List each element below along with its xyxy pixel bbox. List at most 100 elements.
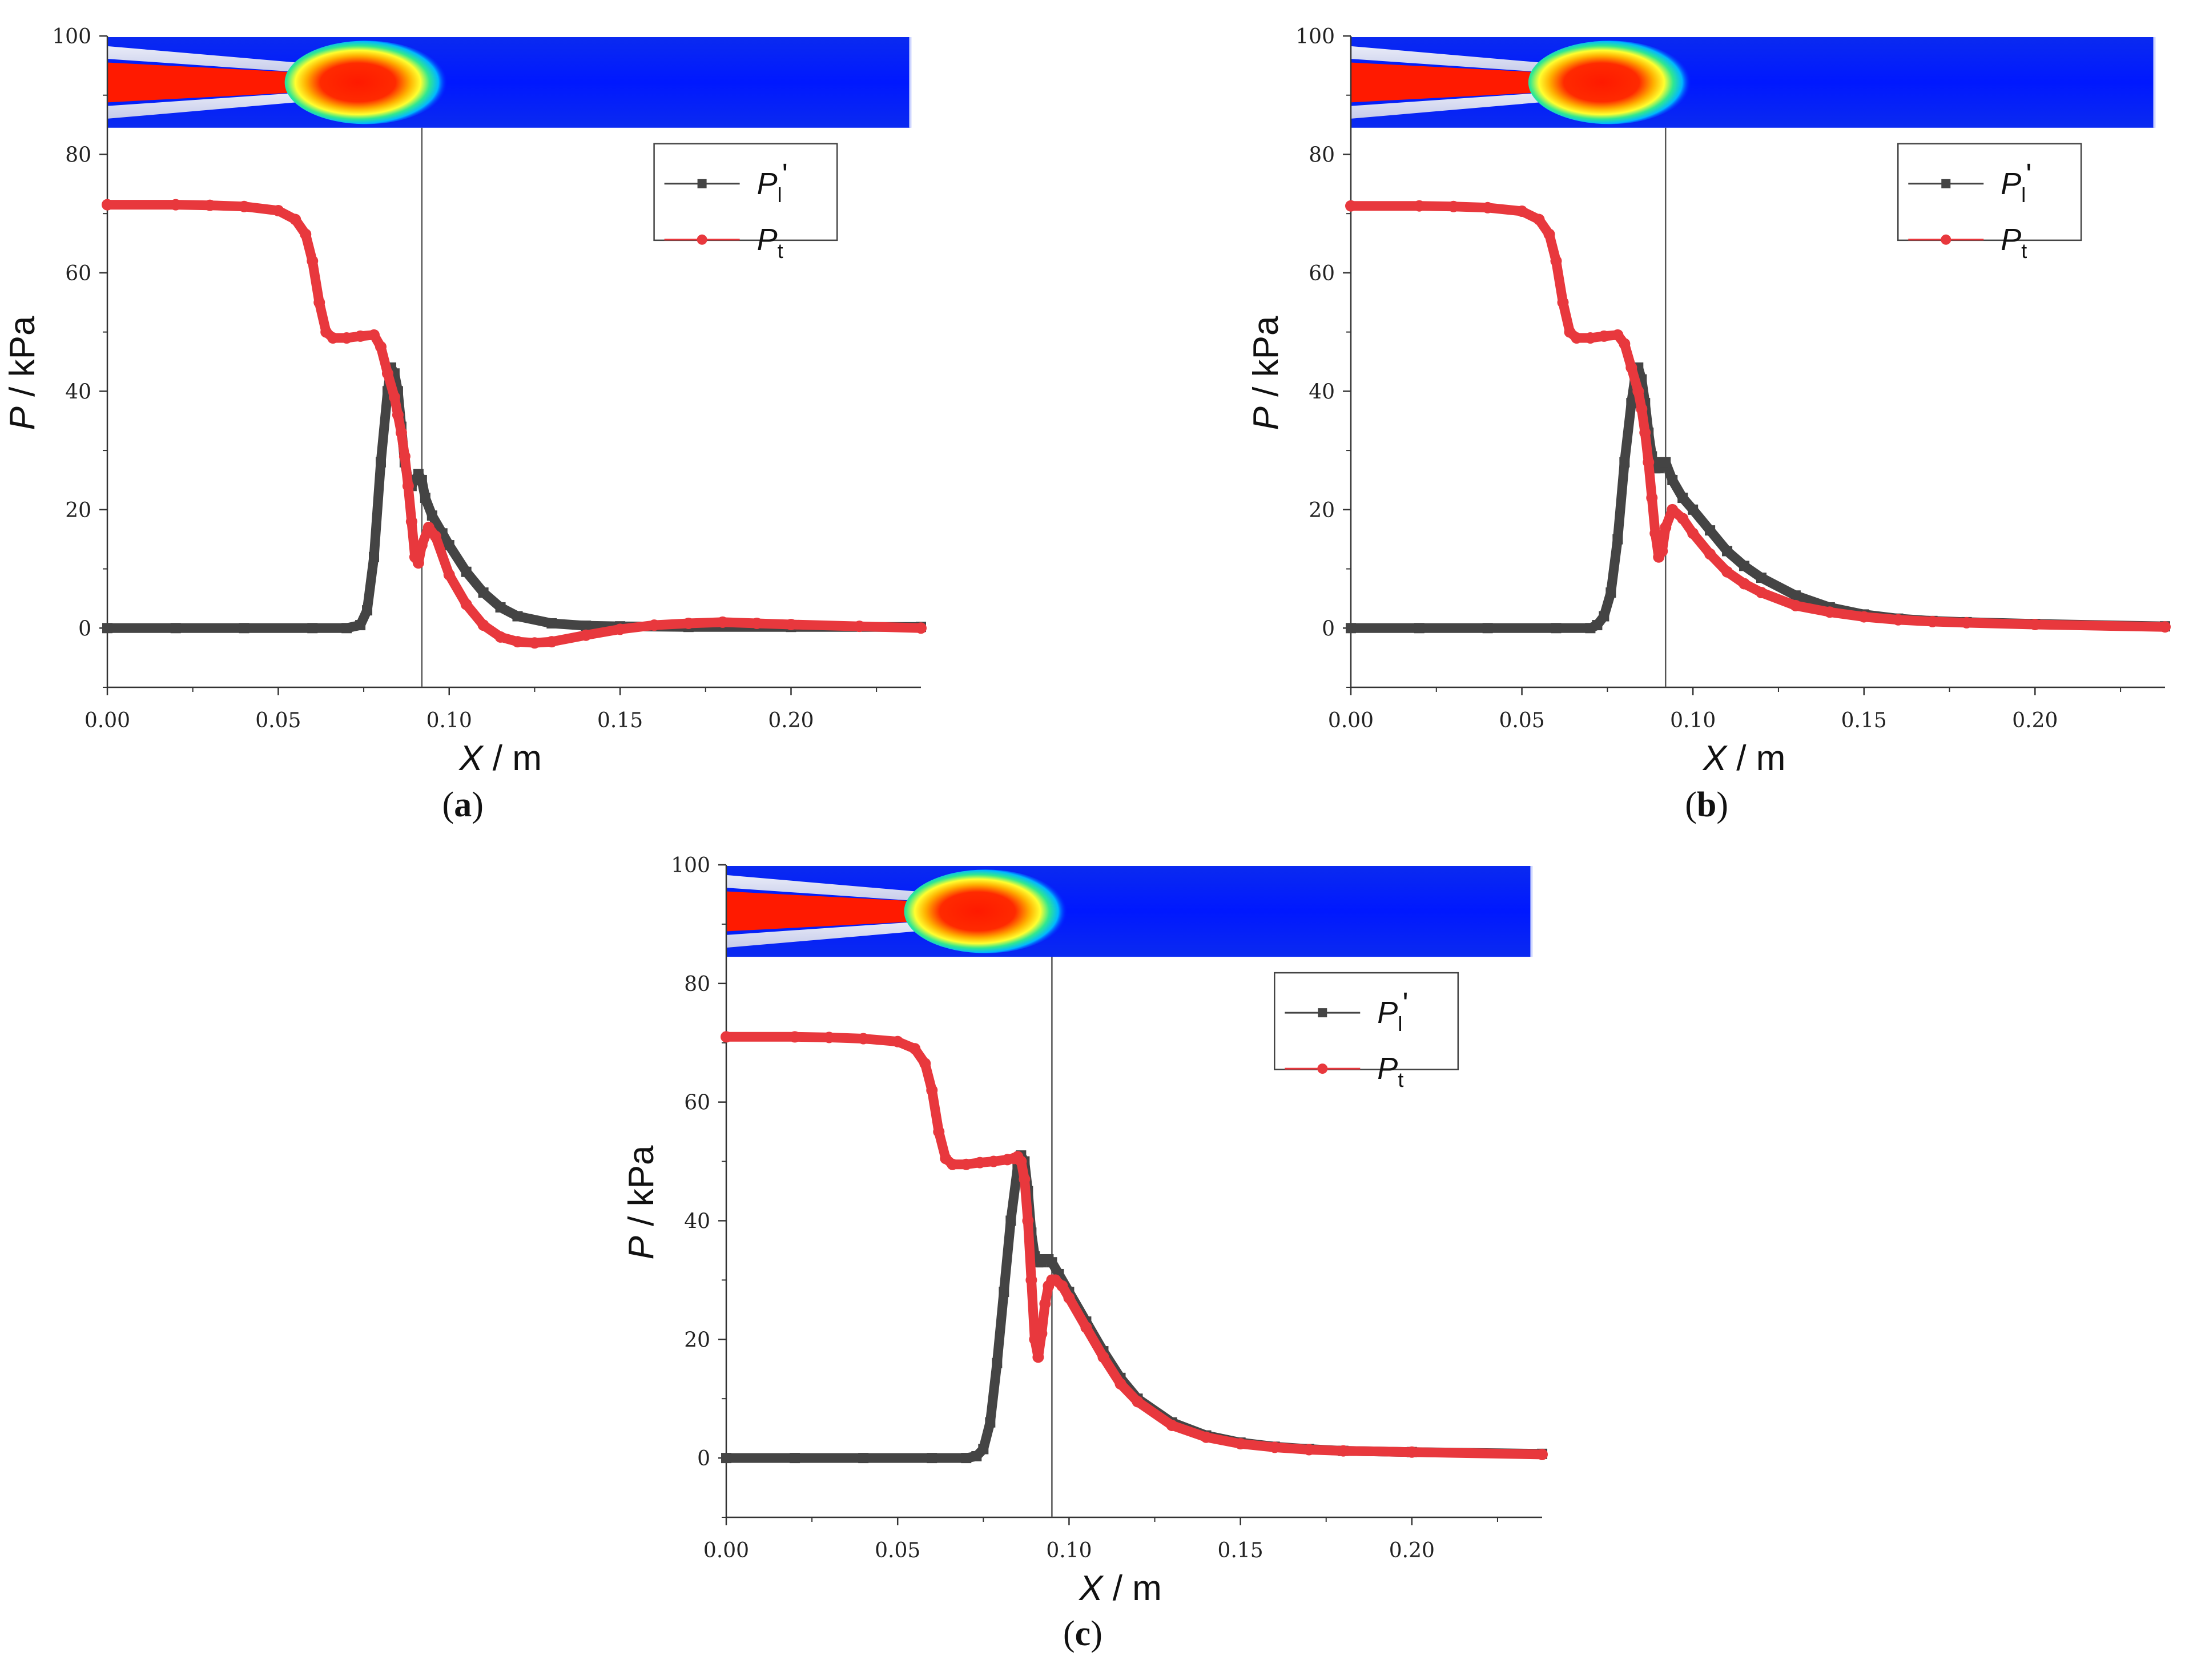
data-point — [355, 620, 366, 631]
legend-box — [653, 143, 838, 241]
legend-label: Pt — [2001, 223, 2027, 263]
data-point — [854, 621, 866, 632]
panel-caption: (c) — [1063, 1614, 1102, 1653]
nozzle-wall-upper — [107, 46, 317, 74]
x-axis-label-unit: / m — [1727, 739, 1785, 778]
series-p-t-c — [721, 1031, 1548, 1460]
data-point — [327, 332, 339, 344]
data-point — [369, 551, 380, 562]
legend-label-sub: t — [778, 239, 783, 263]
data-point — [1032, 1351, 1044, 1363]
data-point — [1789, 599, 1801, 611]
data-point — [1756, 573, 1766, 583]
data-point — [1584, 332, 1596, 344]
data-point — [426, 510, 437, 521]
data-point — [1063, 1292, 1075, 1304]
data-point — [1704, 548, 1716, 560]
data-point — [1346, 623, 1356, 634]
data-point — [1722, 546, 1733, 557]
legend-label-main: P — [757, 167, 778, 201]
y-tick-label: 40 — [65, 380, 91, 404]
data-point — [1166, 1419, 1178, 1431]
data-point — [1721, 566, 1733, 578]
data-point — [461, 566, 472, 577]
data-point — [988, 1155, 1000, 1167]
data-point — [926, 1084, 938, 1096]
series-p-l-prime-a — [102, 362, 926, 634]
data-point — [170, 199, 182, 211]
legend-label: Pt — [1377, 1051, 1403, 1091]
data-point — [1536, 1448, 1548, 1460]
data-point — [1656, 545, 1668, 557]
series-p-l-prime-c — [721, 1150, 1547, 1464]
contour-inset-a — [107, 37, 912, 128]
data-point — [1625, 361, 1637, 373]
legend-label: Pl' — [2001, 158, 2031, 207]
legend-marker-square — [1318, 1008, 1327, 1018]
data-point — [1892, 614, 1904, 626]
legend-marker-square — [697, 179, 707, 188]
series-p-t-b — [1345, 200, 2171, 633]
data-point — [429, 530, 441, 542]
y-axis-label: P / kPa — [622, 1145, 661, 1259]
y-axis-label-unit: / kPa — [622, 1145, 661, 1236]
data-point — [1858, 611, 1870, 623]
data-point — [1639, 426, 1651, 438]
data-point — [444, 540, 454, 551]
panel-caption: (a) — [442, 785, 484, 824]
data-point — [985, 1417, 996, 1428]
data-point — [412, 557, 424, 569]
y-tick-label: 40 — [1309, 380, 1335, 404]
y-axis-label: P / kPa — [1246, 316, 1286, 430]
x-tick-label: 0.10 — [1046, 1539, 1092, 1562]
data-point — [416, 474, 427, 485]
x-axis-label: X / m — [1078, 1569, 1162, 1608]
y-tick-label: 60 — [684, 1091, 710, 1115]
data-point — [204, 199, 216, 211]
panel-caption: (b) — [1685, 785, 1728, 824]
x-axis-label-unit: / m — [483, 739, 542, 778]
nozzle-jet-core — [107, 62, 317, 103]
contour-inset-c — [726, 866, 1533, 957]
data-point — [1687, 527, 1699, 539]
data-point — [614, 623, 626, 635]
data-point — [1755, 587, 1767, 599]
data-point — [915, 622, 927, 634]
y-tick-label: 100 — [671, 854, 710, 877]
caption-close-paren: ) — [1091, 1614, 1102, 1653]
legend-label-main: P — [1377, 996, 1398, 1030]
data-point — [2159, 621, 2171, 633]
data-point — [717, 616, 729, 628]
legend-label-sub: t — [2021, 239, 2027, 263]
data-point — [1234, 1438, 1246, 1450]
legend-marker-circle — [1941, 234, 1951, 245]
caption-letter: b — [1697, 785, 1716, 824]
data-point — [785, 619, 797, 631]
data-point — [1015, 1155, 1027, 1167]
x-tick-label: 0.05 — [255, 709, 301, 732]
data-point — [238, 200, 250, 212]
data-point — [1677, 493, 1688, 503]
data-point — [546, 618, 557, 629]
x-tick-label: 0.20 — [2012, 709, 2058, 732]
nozzle-wall-lower — [107, 91, 317, 119]
x-tick-label: 0.15 — [597, 709, 643, 732]
legend-label: Pl' — [757, 158, 788, 207]
data-point — [1056, 1280, 1068, 1292]
data-point — [416, 539, 428, 551]
x-axis-label-var: X — [458, 739, 484, 778]
data-point — [313, 296, 325, 308]
data-point — [1097, 1351, 1109, 1363]
x-axis-label: X / m — [458, 739, 542, 778]
data-point — [1619, 338, 1631, 350]
data-point — [999, 1287, 1009, 1298]
data-point — [1413, 200, 1425, 212]
data-point — [402, 480, 414, 492]
nozzle-wall-upper — [1351, 46, 1561, 74]
data-point — [1824, 606, 1836, 618]
series-line — [721, 1032, 1547, 1460]
x-tick-label: 0.05 — [875, 1539, 920, 1562]
y-axis-label-var: P — [622, 1236, 661, 1259]
